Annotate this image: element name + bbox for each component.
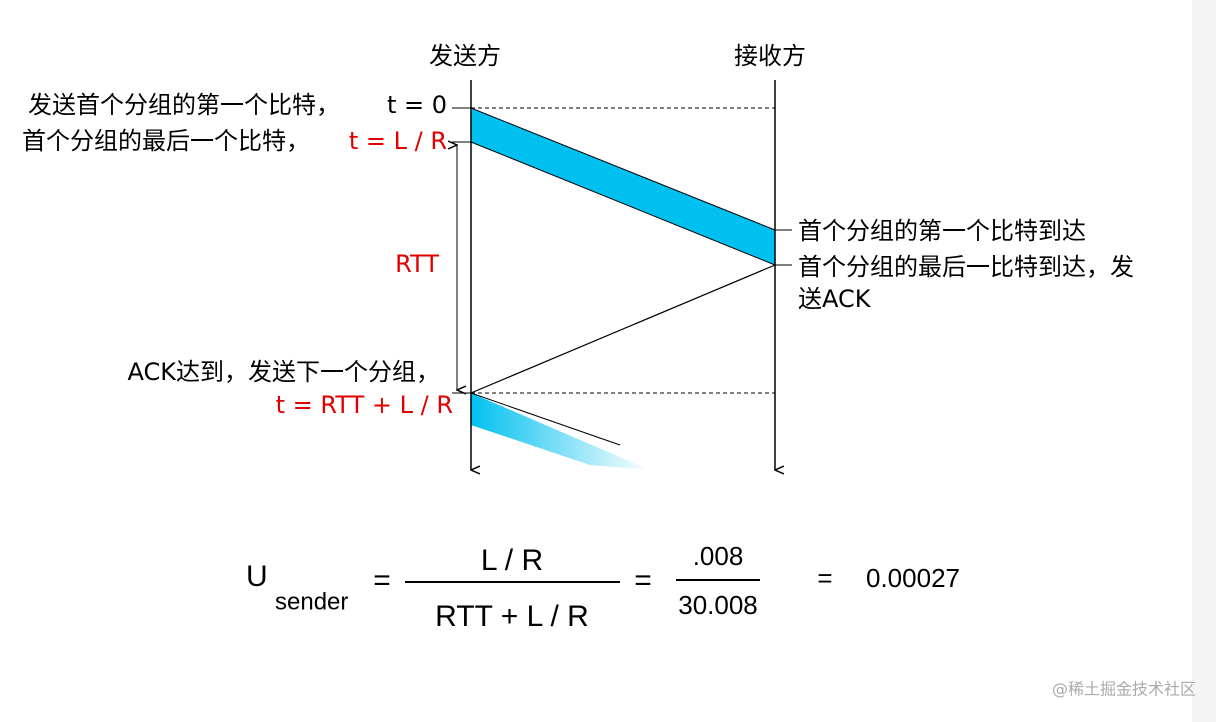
scroll-edge [1192,0,1216,722]
label: ACK达到，发送下一个分组， [128,358,441,386]
label: 首个分组的最后一比特到达，发 [798,253,1134,281]
ack-line [470,264,776,394]
next-packet-band [471,393,650,470]
label: t = 0 [387,91,447,119]
packet-band [470,107,776,266]
label: t = RTT + L / R [276,391,453,419]
watermark: @稀土掘金技术社区 [1052,680,1196,699]
label: t = L / R [349,127,447,155]
receiver-label: 接收方 [734,42,806,70]
formula: U [246,560,268,593]
formula: L / R [481,544,543,577]
formula: 0.00027 [866,563,960,593]
sender-label: 发送方 [429,42,501,70]
label: 首个分组的最后一个比特， [22,127,310,155]
formula: = [634,564,652,597]
formula: = [373,564,391,597]
rtt-label: RTT [395,250,439,278]
label: 送ACK [798,285,872,313]
label: 发送首个分组的第一个比特， [28,91,340,119]
formula: RTT + L / R [435,600,589,633]
next-band-edge [470,392,621,446]
formula: .008 [693,541,744,571]
formula: = [817,563,832,593]
label: 首个分组的第一个比特到达 [798,217,1086,245]
formula: 30.008 [678,590,758,620]
formula: sender [275,588,348,615]
